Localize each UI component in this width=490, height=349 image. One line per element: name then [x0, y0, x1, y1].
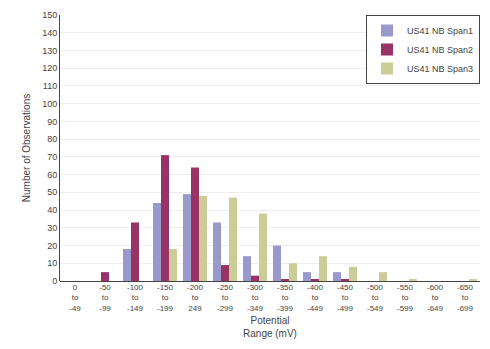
- svg-text:130: 130: [42, 46, 57, 56]
- svg-text:US41 NB Span3: US41 NB Span3: [407, 64, 473, 74]
- svg-text:70: 70: [47, 152, 57, 162]
- svg-text:50: 50: [47, 187, 57, 197]
- svg-text:110: 110: [43, 81, 57, 91]
- svg-text:-50to-99: -50to-99: [99, 283, 111, 313]
- svg-text:-150to-199: -150to-199: [157, 283, 174, 313]
- svg-text:PotentialRange (mV): PotentialRange (mV): [243, 315, 297, 339]
- svg-text:-650to-699: -650to-699: [457, 283, 474, 313]
- svg-text:0: 0: [52, 276, 57, 286]
- svg-text:80: 80: [47, 134, 57, 144]
- svg-text:-550to-599: -550to-599: [397, 283, 414, 313]
- svg-text:40: 40: [47, 205, 57, 215]
- svg-text:20: 20: [47, 241, 57, 251]
- svg-text:120: 120: [42, 63, 57, 73]
- svg-text:Number of Observations: Number of Observations: [21, 94, 32, 202]
- svg-text:90: 90: [47, 117, 57, 127]
- svg-text:-600to-649: -600to-649: [427, 283, 444, 313]
- svg-text:0to-49: 0to-49: [69, 283, 81, 313]
- svg-text:-400to-449: -400to-449: [307, 283, 324, 313]
- svg-text:10: 10: [47, 258, 57, 268]
- svg-text:-250to-299: -250to-299: [217, 283, 234, 313]
- svg-text:140: 140: [42, 28, 57, 38]
- svg-text:-300to-349: -300to-349: [247, 283, 264, 313]
- svg-text:30: 30: [47, 223, 57, 233]
- svg-text:100: 100: [42, 99, 57, 109]
- svg-text:US41 NB Span2: US41 NB Span2: [407, 45, 473, 55]
- svg-text:-200to249: -200to249: [187, 283, 204, 313]
- svg-text:-100to-149: -100to-149: [127, 283, 144, 313]
- svg-text:-500to-549: -500to-549: [367, 283, 384, 313]
- svg-text:US41 NB Span1: US41 NB Span1: [407, 26, 473, 36]
- svg-text:60: 60: [47, 170, 57, 180]
- svg-text:-450to-499: -450to-499: [337, 283, 354, 313]
- svg-text:-350to-399: -350to-399: [277, 283, 294, 313]
- svg-text:150: 150: [42, 10, 57, 20]
